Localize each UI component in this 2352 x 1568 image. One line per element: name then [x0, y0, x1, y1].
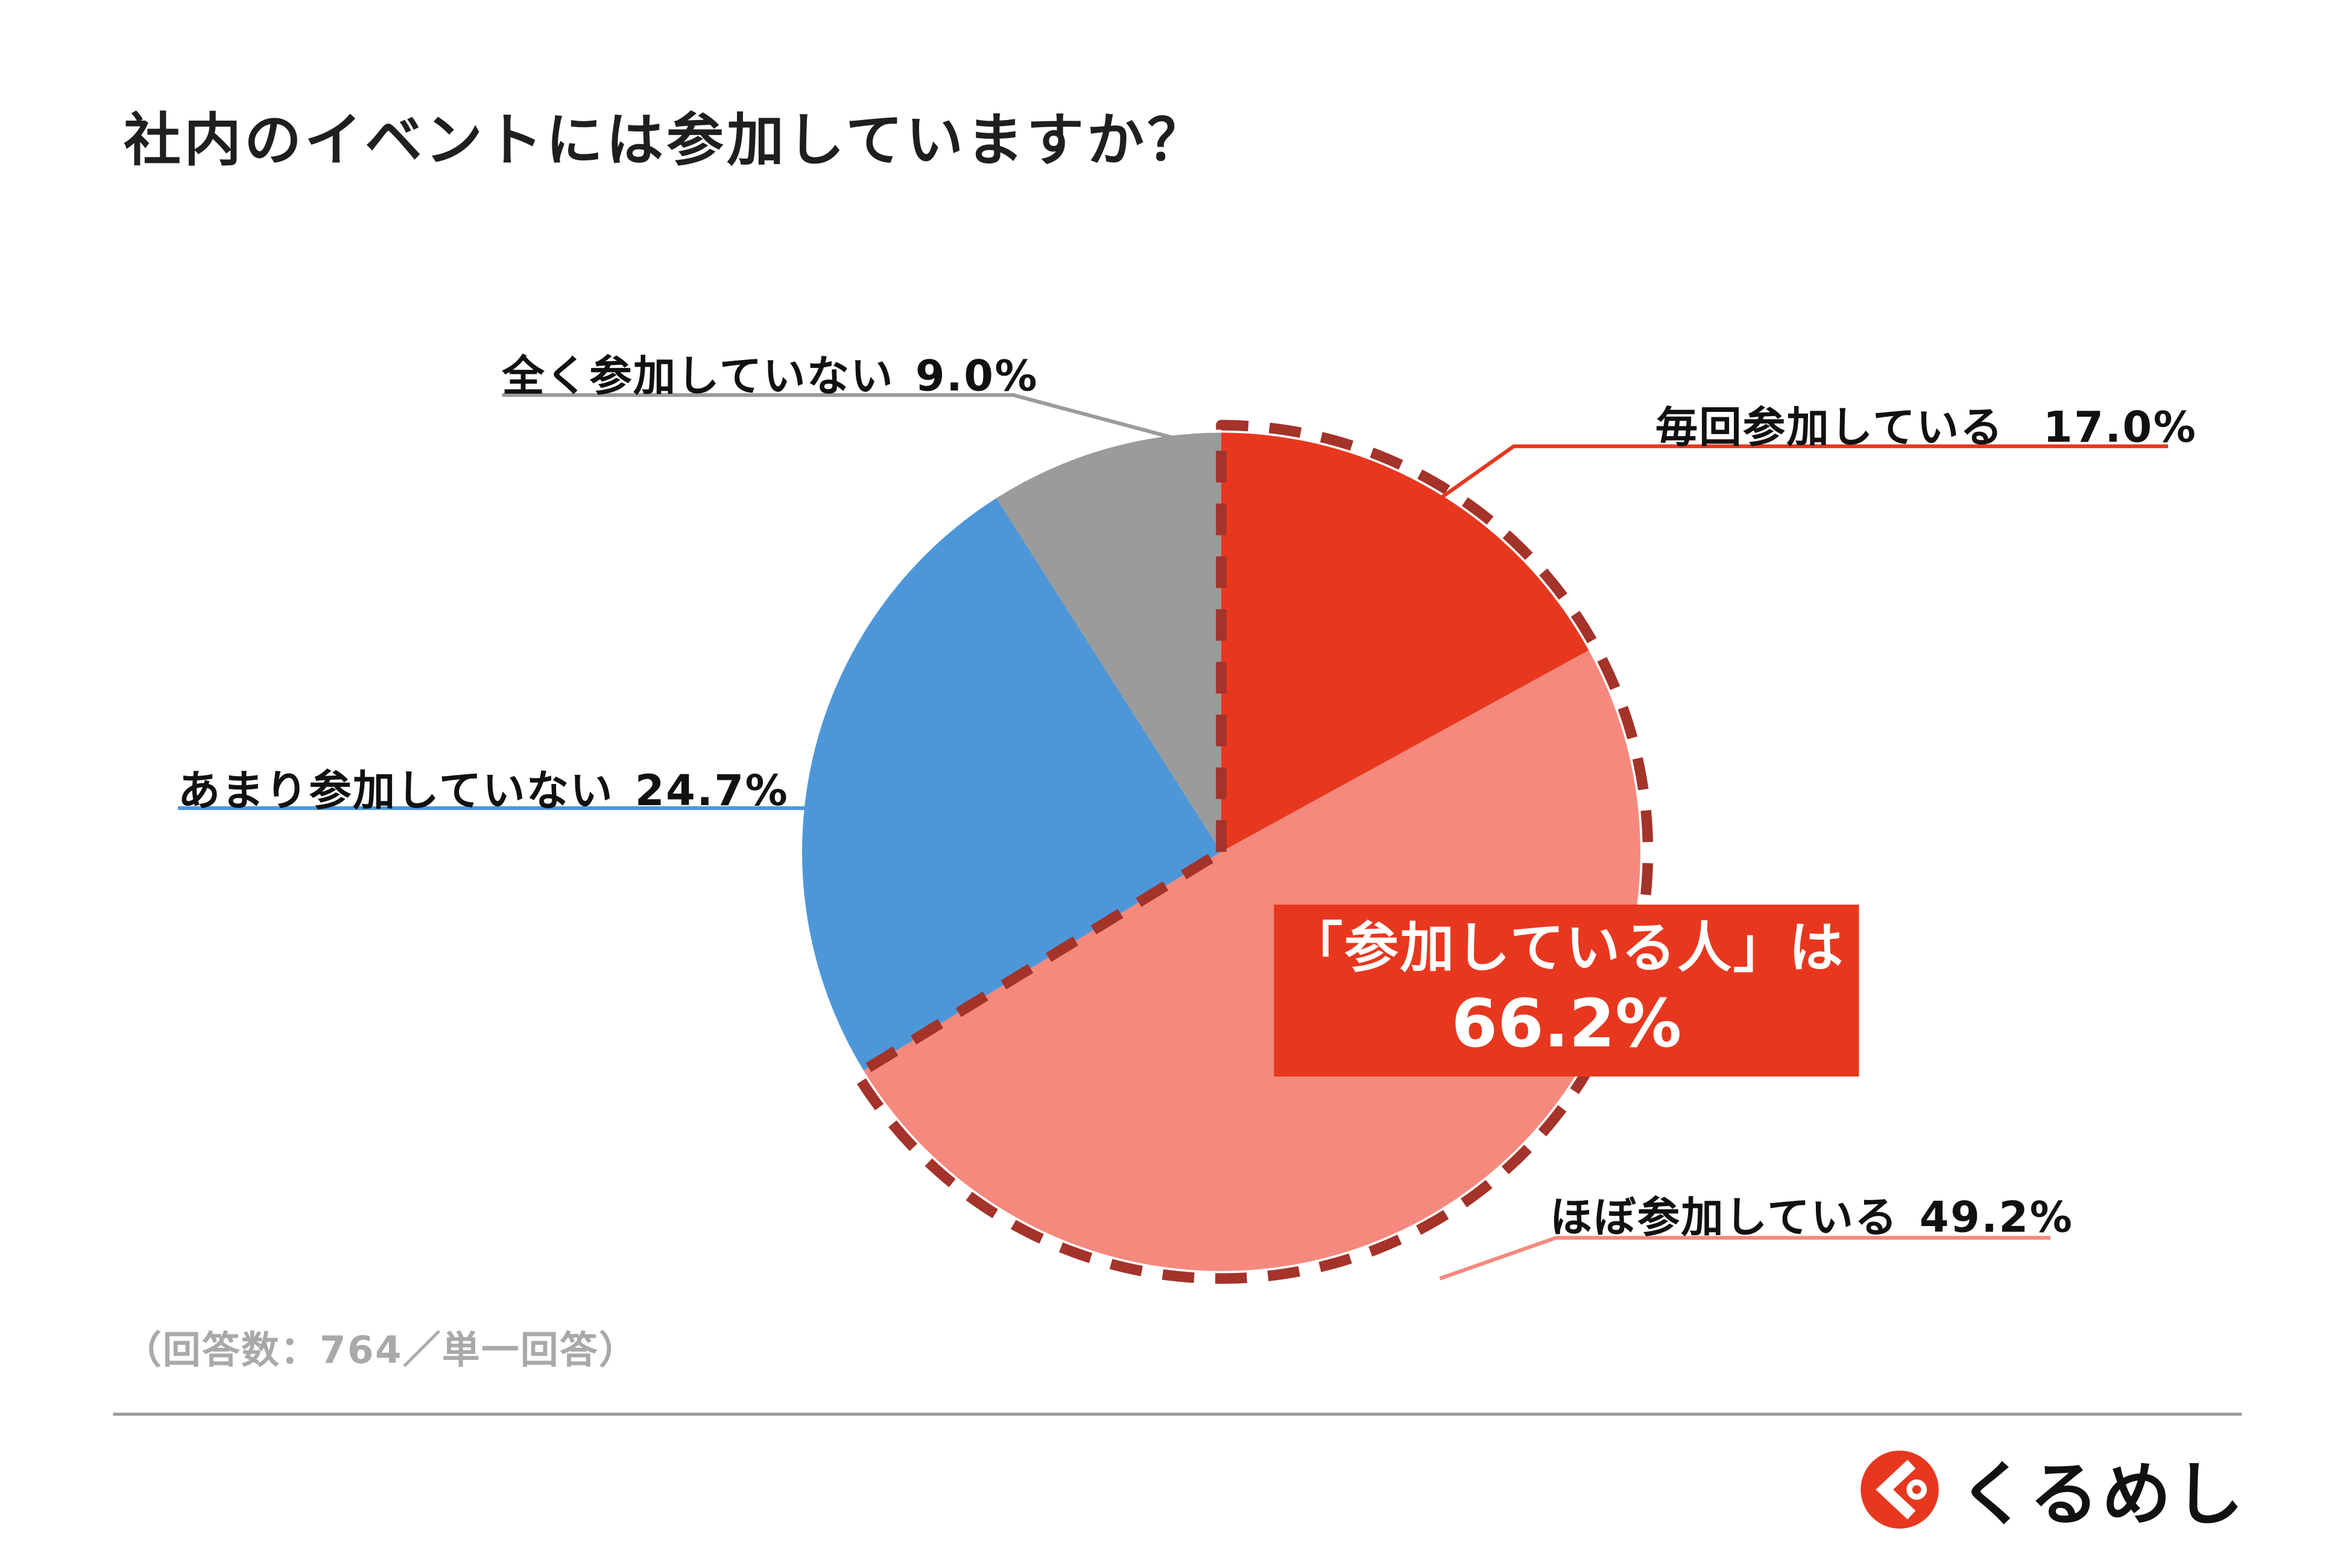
slice-label-rarely: あまり参加していない 24.7% — [178, 759, 789, 819]
slice-label-rarely-pct: 24.7% — [634, 766, 789, 816]
sample-size-footnote: （回答数：764／単一回答） — [124, 1328, 638, 1373]
highlight-callout-value: 66.2% — [1451, 986, 1682, 1063]
kurumeshi-logo-icon — [1860, 1450, 1939, 1529]
slice-label-mostly-pct: 49.2% — [1919, 1192, 2074, 1243]
brand-lockup: くるめし — [1859, 1440, 2246, 1540]
slice-label-mostly: ほぼ参加している 49.2% — [1550, 1185, 2073, 1245]
slice-label-never-text: 全く参加していない — [502, 351, 894, 402]
slice-label-mostly-text: ほぼ参加している — [1550, 1192, 1898, 1243]
slice-label-never-pct: 9.0% — [915, 351, 1039, 402]
highlight-dashed-outline — [852, 420, 1654, 1284]
leader-line-every-time — [1440, 444, 2168, 499]
pie-slice-2 — [802, 498, 1221, 1071]
slice-label-never: 全く参加していない 9.0% — [502, 344, 1039, 404]
slice-label-every-time: 毎回参加している 17.0% — [1655, 395, 2197, 455]
leader-line-never — [502, 393, 1189, 444]
slice-label-rarely-text: あまり参加していない — [178, 766, 614, 816]
pie-slice-0 — [1221, 432, 1589, 852]
highlight-callout-box: 「参加している人」は 66.2% — [1274, 905, 1859, 1076]
brand-name: くるめし — [1958, 1453, 2246, 1535]
slice-label-every-time-pct: 17.0% — [2043, 402, 2198, 453]
slice-label-every-time-text: 毎回参加している — [1655, 402, 2004, 453]
page-title: 社内のイベントには参加していますか？ — [124, 107, 1208, 174]
footer-divider — [113, 1412, 2242, 1416]
pie-slice-3 — [996, 432, 1221, 852]
leader-line-mostly — [1439, 1236, 2050, 1280]
pie-slice-1 — [864, 650, 1641, 1271]
pie-slices-group — [802, 432, 1641, 1271]
highlight-callout-title: 「参加している人」は — [1288, 918, 1845, 981]
